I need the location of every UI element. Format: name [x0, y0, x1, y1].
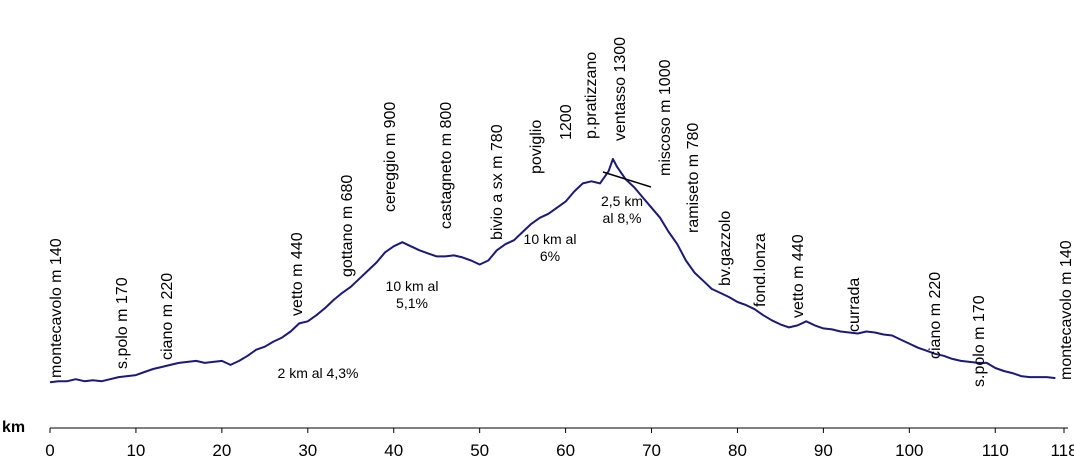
x-tick-label: 10 [126, 441, 145, 460]
gradient-note: 10 km al 5,1% [386, 278, 439, 311]
x-tick-label: 50 [470, 441, 489, 460]
waypoint-label: poviglio [528, 120, 545, 174]
x-tick-label: 30 [298, 441, 317, 460]
waypoint-label: s.polo m 170 [114, 277, 131, 369]
gradient-note: 2,5 km al 8,% [601, 193, 643, 226]
x-axis-unit-label: km [2, 419, 25, 436]
waypoint-label: ramiseto m 780 [685, 123, 702, 233]
waypoint-label: s.polo m 170 [971, 295, 988, 387]
waypoint-label: p.pratizzano [583, 52, 600, 139]
waypoint-label: ciano m 220 [927, 272, 944, 359]
gradient-note-line: al 8,% [603, 210, 642, 226]
gradient-note: 10 km al 6% [524, 231, 577, 264]
x-tick-label: 90 [814, 441, 833, 460]
x-tick-label: 110 [982, 441, 1009, 460]
x-axis-ticks: 0 10 20 30 40 50 60 70 80 90 100 110 118 [45, 428, 1074, 460]
gradient-note-line: 10 km al [386, 278, 439, 294]
gradient-labels: 2 km al 4,3%10 km al 5,1%10 km al 6%2,5 km… [278, 193, 643, 381]
waypoint-label: vetto m 440 [790, 234, 807, 318]
waypoint-label: currada [846, 278, 863, 332]
waypoint-label: miscoso m 1000 [657, 59, 674, 176]
x-tick-label: 118 [1050, 441, 1074, 460]
gradient-marker-line [602, 171, 652, 188]
x-tick-label: 40 [384, 441, 403, 460]
x-tick-label: 80 [728, 441, 747, 460]
x-tick-label: 100 [895, 441, 923, 460]
gradient-note-line: 5,1% [396, 295, 428, 311]
waypoint-label: castagneto m 800 [438, 102, 455, 229]
waypoint-label: 1200 [558, 104, 575, 140]
x-tick-label: 60 [556, 441, 575, 460]
waypoint-label: gottano m 680 [339, 175, 356, 277]
waypoint-label: ventasso 1300 [612, 37, 629, 141]
x-tick-label: 70 [642, 441, 661, 460]
waypoint-label: montecavolo m 140 [1058, 240, 1074, 380]
x-tick-label: 0 [45, 441, 54, 460]
x-tick-label: 20 [212, 441, 231, 460]
gradient-note-line: 6% [540, 248, 560, 264]
gradient-note-line: 2 km al 4,3% [278, 365, 359, 381]
waypoint-label: fond.lonza [752, 233, 769, 307]
gradient-note-line: 2,5 km [601, 193, 643, 209]
waypoint-label: vetto m 440 [289, 232, 306, 316]
waypoint-labels: montecavolo m 140 s.polo m 170 ciano m 220… [48, 37, 1074, 387]
gradient-note: 2 km al 4,3% [278, 365, 359, 381]
waypoint-label: bivio a sx m 780 [489, 124, 506, 240]
waypoint-label: ciano m 220 [159, 273, 176, 360]
gradient-note-line: 10 km al [524, 231, 577, 247]
waypoint-label: montecavolo m 140 [48, 238, 65, 378]
waypoint-label: bv.gazzolo [717, 211, 734, 286]
elevation-profile-line [49, 158, 1056, 384]
waypoint-label: cereggio m 900 [382, 102, 399, 212]
